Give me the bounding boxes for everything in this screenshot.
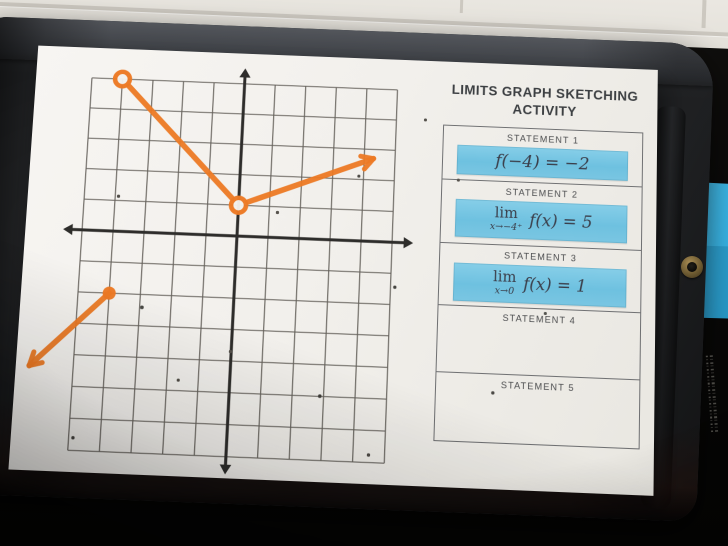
statement-section-3: STATEMENT 3 lim x→0 f(x) = 1 xyxy=(439,242,641,312)
binder-hole-grommet xyxy=(681,256,703,278)
statements-table: STATEMENT 1 f(−4) = −2 STATEMENT 2 lim x… xyxy=(433,124,643,449)
statement-section-2: STATEMENT 2 lim x→−4⁺ f(x) = 5 xyxy=(441,178,642,249)
photo-scene: LIMITS GRAPH SKETCHING ACTIVITY STATEMEN… xyxy=(0,0,728,546)
limit-notation: lim x→0 xyxy=(493,270,517,296)
limits-function-graph xyxy=(13,53,430,484)
worksheet-paper: LIMITS GRAPH SKETCHING ACTIVITY STATEMEN… xyxy=(8,46,657,496)
binder-hole xyxy=(687,262,697,272)
statement-3-math: f(x) = 1 xyxy=(523,274,587,296)
clipboard-imprint-text xyxy=(704,355,718,433)
statement-section-4: STATEMENT 4 xyxy=(437,304,641,379)
wall-mortar-joint xyxy=(460,0,463,13)
statement-2-math: f(x) = 5 xyxy=(529,211,592,232)
statement-3-card: lim x→0 f(x) = 1 xyxy=(453,262,627,307)
paper-speckles xyxy=(38,46,40,47)
statement-1-math: f(−4) = −2 xyxy=(495,151,590,174)
statement-section-5: STATEMENT 5 xyxy=(434,371,639,448)
worksheet-title: LIMITS GRAPH SKETCHING ACTIVITY xyxy=(443,81,645,124)
limit-notation: lim x→−4⁺ xyxy=(490,206,523,232)
statement-2-card: lim x→−4⁺ f(x) = 5 xyxy=(455,198,628,243)
statements-panel: LIMITS GRAPH SKETCHING ACTIVITY STATEMEN… xyxy=(432,62,646,496)
statement-1-card: f(−4) = −2 xyxy=(457,144,629,180)
statement-section-1: STATEMENT 1 f(−4) = −2 xyxy=(442,125,642,186)
